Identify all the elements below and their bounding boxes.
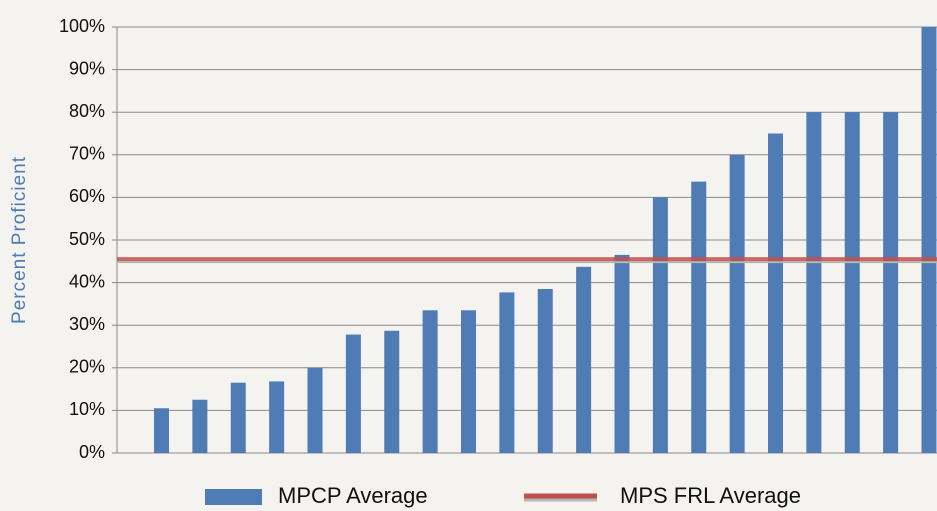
- legend-label: MPS FRL Average: [620, 483, 801, 508]
- y-axis-label: Percent Proficient: [9, 156, 30, 324]
- legend-swatch: [205, 489, 262, 505]
- y-tick-label: 100%: [59, 16, 105, 36]
- y-tick-label: 80%: [69, 101, 105, 121]
- bar: [729, 154, 745, 454]
- y-tick-label: 0%: [79, 442, 105, 462]
- bar: [768, 133, 783, 453]
- bar: [422, 310, 438, 453]
- bar: [921, 27, 937, 453]
- bar: [345, 334, 361, 453]
- bar: [192, 399, 208, 453]
- bar: [499, 292, 515, 453]
- bar: [883, 112, 899, 453]
- bar: [537, 288, 553, 453]
- bar: [307, 367, 323, 453]
- y-tick-label: 40%: [69, 271, 105, 291]
- bar: [614, 254, 630, 453]
- y-tick-label: 70%: [69, 144, 105, 164]
- legend-label: MPCP Average: [278, 483, 428, 508]
- bar: [154, 408, 169, 453]
- bar: [230, 382, 246, 453]
- bar: [691, 181, 707, 453]
- bar: [844, 112, 860, 453]
- bar: [576, 266, 592, 453]
- bar: [806, 112, 822, 453]
- bar: [269, 381, 285, 453]
- y-tick-label: 90%: [69, 58, 105, 78]
- y-tick-label: 30%: [69, 314, 105, 334]
- y-tick-label: 10%: [69, 399, 105, 419]
- y-tick-label: 50%: [69, 229, 105, 249]
- y-tick-label: 60%: [69, 186, 105, 206]
- y-tick-label: 20%: [69, 357, 105, 377]
- bar: [384, 330, 400, 453]
- bar: [461, 310, 476, 453]
- bar: [652, 197, 668, 453]
